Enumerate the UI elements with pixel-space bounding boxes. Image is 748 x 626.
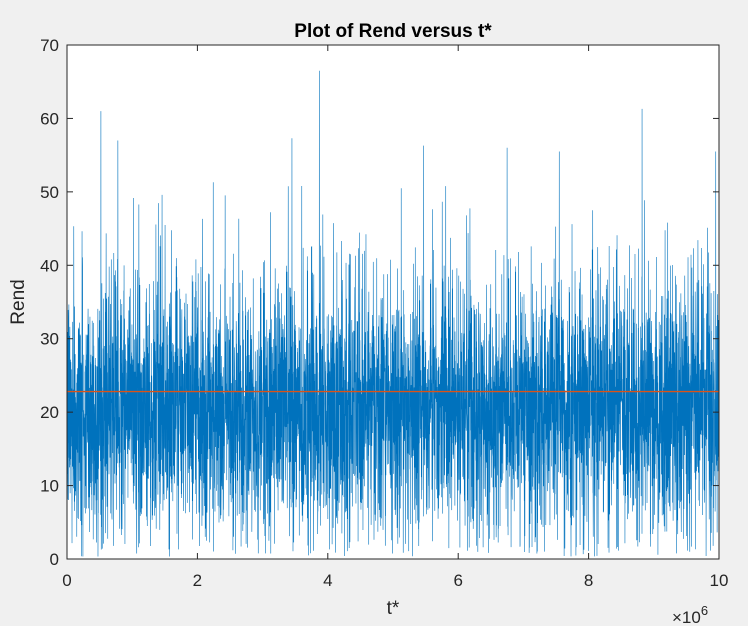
x-tick-label: 8 bbox=[584, 571, 593, 590]
y-axis-label: Rend bbox=[8, 279, 29, 324]
x-tick-label: 4 bbox=[323, 571, 332, 590]
y-tick-label: 40 bbox=[40, 256, 59, 275]
y-tick-label: 10 bbox=[40, 477, 59, 496]
y-tick-label: 20 bbox=[40, 403, 59, 422]
axes-box bbox=[66, 44, 720, 560]
x-tick-label: 6 bbox=[453, 571, 462, 590]
y-tick-label: 60 bbox=[40, 109, 59, 128]
x-exponent-label: ×106 bbox=[672, 603, 708, 626]
x-exponent-power: 6 bbox=[701, 603, 708, 618]
ticks-layer: 0 2 4 6 8 10 0 10 20 30 40 50 60 70 bbox=[40, 36, 728, 590]
y-tick-label: 30 bbox=[40, 330, 59, 349]
x-tick-label: 0 bbox=[62, 571, 71, 590]
series-line-rend bbox=[66, 70, 720, 557]
y-tick-label: 50 bbox=[40, 183, 59, 202]
axes-layer bbox=[66, 44, 720, 560]
series-layer bbox=[66, 70, 720, 557]
y-tick-label: 0 bbox=[50, 550, 59, 569]
x-axis-label: t* bbox=[387, 598, 400, 619]
x-tick-label: 2 bbox=[193, 571, 202, 590]
y-tick-label: 70 bbox=[40, 36, 59, 55]
x-tick-label: 10 bbox=[710, 571, 729, 590]
x-exponent-base: ×10 bbox=[672, 608, 701, 626]
chart-title: Plot of Rend versus t* bbox=[294, 21, 492, 42]
